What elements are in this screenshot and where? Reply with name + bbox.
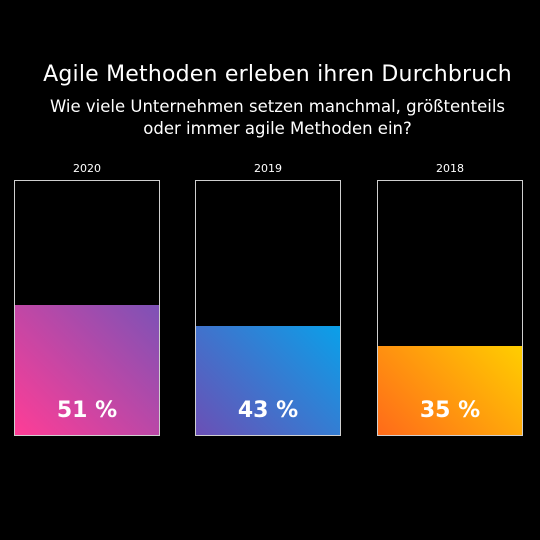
bar-value-label-2019: 43 % <box>237 398 299 423</box>
bar-fill-2018: 35 % <box>378 346 522 435</box>
bar-fill-2019: 43 % <box>196 326 340 435</box>
bar-container-2020: 51 % <box>14 180 160 436</box>
bar-container-2018: 35 % <box>377 180 523 436</box>
year-label-2019: 2019 <box>254 162 282 175</box>
chart-title: Agile Methoden erleben ihren Durchbruch <box>43 62 512 87</box>
year-label-2018: 2018 <box>436 162 464 175</box>
bar-container-2019: 43 % <box>195 180 341 436</box>
chart-subtitle: Wie viele Unternehmen setzen manchmal, g… <box>0 96 540 140</box>
bar-value-label-2020: 51 % <box>56 398 118 423</box>
year-label-2020: 2020 <box>73 162 101 175</box>
bar-fill-2020: 51 % <box>15 305 159 435</box>
bar-value-label-2018: 35 % <box>419 398 481 423</box>
chart-subtitle-line-2: oder immer agile Methoden ein? <box>143 119 412 138</box>
chart-subtitle-line-1: Wie viele Unternehmen setzen manchmal, g… <box>49 97 506 116</box>
